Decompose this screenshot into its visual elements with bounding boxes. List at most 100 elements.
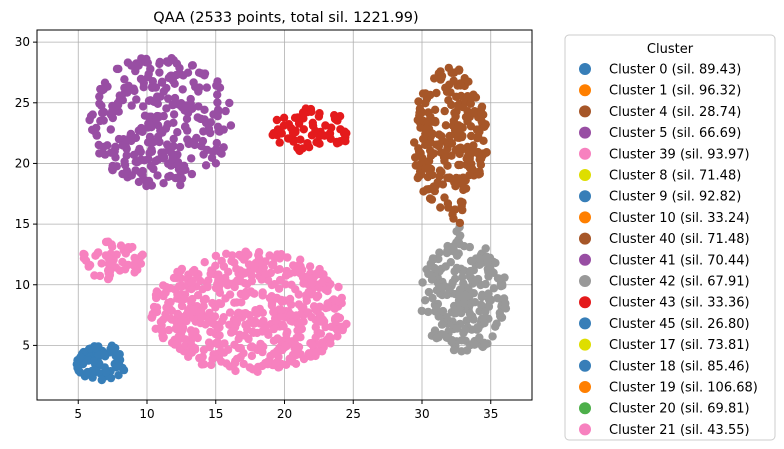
data-point [138, 102, 148, 111]
data-point [171, 324, 181, 333]
chart-title: QAA (2533 points, total sil. 1221.99) [153, 10, 418, 26]
data-point [465, 309, 475, 319]
data-point [201, 161, 211, 170]
data-point [145, 132, 155, 142]
data-point [177, 301, 187, 311]
data-point [115, 266, 125, 275]
data-point [223, 345, 233, 354]
data-point [242, 280, 252, 289]
data-point [97, 375, 107, 385]
data-point [144, 176, 154, 186]
data-point [115, 350, 124, 359]
data-point [416, 114, 425, 124]
data-point [98, 86, 107, 95]
data-point [267, 301, 277, 310]
x-tick-label: 10 [139, 407, 154, 421]
data-point [414, 97, 423, 106]
data-point [163, 120, 172, 129]
data-point [169, 56, 178, 65]
data-point [113, 100, 123, 110]
data-point [239, 268, 248, 277]
data-point [211, 251, 221, 261]
data-point [205, 308, 214, 318]
legend-entry: Cluster 40 (sil. 71.48) [609, 232, 750, 247]
data-point [119, 365, 129, 375]
data-point [469, 108, 478, 118]
legend-entry: Cluster 45 (sil. 26.80) [609, 317, 750, 332]
data-point [336, 125, 345, 134]
legend-entry: Cluster 17 (sil. 73.81) [609, 338, 750, 353]
data-point [173, 128, 182, 137]
data-point [206, 327, 215, 337]
data-point [461, 290, 470, 300]
data-point [206, 128, 215, 138]
data-point [296, 255, 305, 264]
data-point [122, 83, 132, 93]
data-point [187, 154, 196, 163]
data-point [442, 290, 452, 300]
data-point [296, 135, 305, 144]
data-point [194, 68, 204, 77]
data-point [80, 250, 89, 259]
data-point [168, 155, 177, 164]
legend-marker [579, 190, 591, 203]
data-point [473, 134, 482, 143]
data-point [170, 79, 179, 89]
data-point [452, 251, 462, 260]
data-point [169, 110, 179, 119]
data-point [155, 57, 165, 67]
legend-marker [579, 126, 591, 139]
data-point [213, 337, 222, 347]
legend-entry: Cluster 1 (sil. 96.32) [609, 84, 741, 99]
data-point [299, 279, 308, 288]
data-point [460, 326, 470, 335]
data-point [447, 139, 457, 148]
data-point [292, 346, 302, 355]
data-point [438, 180, 448, 189]
data-point [246, 343, 256, 352]
data-point [431, 116, 440, 126]
data-point [203, 282, 212, 292]
data-point [222, 359, 231, 368]
data-point [136, 155, 146, 164]
data-point [213, 105, 223, 115]
data-point [157, 326, 166, 335]
data-point [247, 351, 257, 361]
data-point [480, 319, 489, 328]
data-point [187, 104, 197, 114]
legend-entry: Cluster 9 (sil. 92.82) [609, 190, 741, 205]
y-tick-label: 5 [22, 338, 30, 352]
data-point [175, 142, 185, 152]
data-point [463, 92, 472, 101]
data-point [240, 331, 250, 340]
legend-marker [579, 147, 591, 160]
data-point [190, 140, 199, 150]
data-point [424, 164, 433, 173]
data-point [320, 131, 329, 140]
data-point [159, 291, 168, 301]
data-point [207, 153, 217, 162]
data-point [155, 137, 164, 147]
data-point [144, 96, 154, 106]
data-point [269, 307, 278, 317]
axis-ticks: 5 10 15 20 25 30 35 5 10 15 20 25 30 [15, 35, 499, 421]
data-point [220, 339, 229, 348]
data-point [491, 258, 500, 268]
data-point [444, 63, 453, 73]
data-point [153, 171, 162, 180]
data-point [181, 335, 190, 344]
data-point [480, 341, 489, 350]
data-point [122, 166, 132, 176]
data-point [211, 261, 220, 270]
data-point [465, 242, 474, 252]
data-point [213, 77, 222, 86]
data-point [420, 296, 430, 305]
y-tick-label: 10 [15, 278, 30, 292]
data-point [202, 83, 211, 92]
data-point [174, 332, 183, 341]
data-point [97, 259, 106, 268]
data-point [475, 254, 484, 263]
data-point [329, 295, 338, 304]
data-point [300, 272, 309, 282]
